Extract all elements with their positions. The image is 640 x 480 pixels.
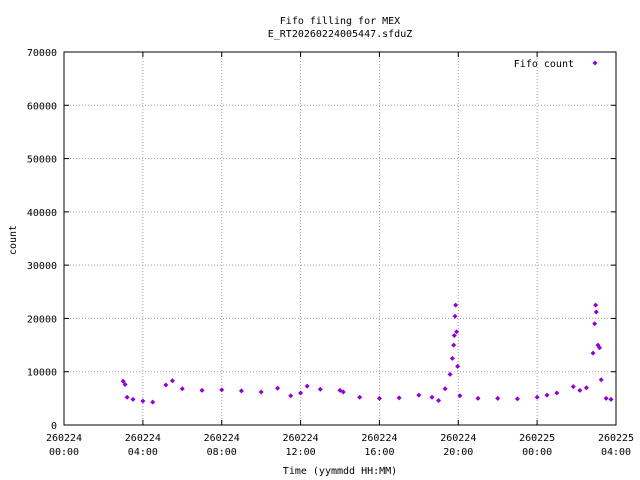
- data-point: [238, 388, 244, 394]
- legend: Fifo count: [514, 59, 598, 70]
- data-point: [593, 309, 599, 315]
- grid: [64, 52, 616, 425]
- x-tick-label-date: 260224: [204, 433, 240, 444]
- y-tick-label: 10000: [27, 368, 57, 379]
- y-tick-label: 30000: [27, 261, 57, 272]
- data-point: [258, 389, 264, 395]
- data-point: [219, 387, 225, 393]
- data-point: [453, 302, 459, 308]
- y-tick-label: 40000: [27, 208, 57, 219]
- x-tick-label-date: 260224: [361, 433, 397, 444]
- data-point: [451, 332, 457, 338]
- data-point: [608, 396, 614, 402]
- data-point: [199, 387, 205, 393]
- x-tick-label-time: 08:00: [207, 447, 237, 458]
- data-point: [163, 382, 169, 388]
- data-point: [449, 355, 455, 361]
- data-point: [179, 386, 185, 392]
- data-point: [396, 395, 402, 401]
- chart-title: Fifo filling for MEX: [280, 16, 400, 27]
- data-point: [275, 385, 281, 391]
- data-point: [457, 393, 463, 399]
- data-point: [429, 394, 435, 400]
- data-point: [376, 395, 382, 401]
- data-point: [140, 398, 146, 404]
- data-point: [475, 395, 481, 401]
- data-point: [340, 389, 346, 395]
- x-tick-label-time: 04:00: [601, 447, 631, 458]
- data-point: [304, 383, 310, 389]
- data-point: [452, 313, 458, 319]
- data-point: [288, 393, 294, 399]
- x-tick-label-date: 260225: [598, 433, 634, 444]
- data-point: [570, 384, 576, 390]
- data-point: [169, 378, 175, 384]
- y-tick-label: 70000: [27, 48, 57, 59]
- y-tick-label: 50000: [27, 155, 57, 166]
- data-point: [120, 378, 126, 384]
- x-tick-label-time: 12:00: [286, 447, 316, 458]
- data-point: [495, 395, 501, 401]
- x-tick-label-time: 00:00: [522, 447, 552, 458]
- data-point: [583, 385, 589, 391]
- legend-label: Fifo count: [514, 59, 574, 70]
- y-tick-label: 20000: [27, 314, 57, 325]
- data-point: [122, 382, 128, 388]
- data-point: [357, 394, 363, 400]
- y-tick-label: 0: [51, 421, 57, 432]
- data-point: [597, 345, 603, 351]
- legend-marker: [592, 60, 598, 66]
- x-tick-label-time: 04:00: [128, 447, 158, 458]
- y-axis-label: count: [8, 225, 19, 255]
- data-point: [454, 329, 460, 335]
- data-point: [598, 377, 604, 383]
- chart-subtitle: E_RT20260224005447.sfduZ: [268, 29, 413, 40]
- data-point: [455, 363, 461, 369]
- x-tick-label-date: 260224: [283, 433, 319, 444]
- data-point: [317, 386, 323, 392]
- x-tick-label-date: 260224: [46, 433, 82, 444]
- data-point: [416, 392, 422, 398]
- data-point: [593, 302, 599, 308]
- data-point: [447, 371, 453, 377]
- data-point: [590, 350, 596, 356]
- data-point: [451, 342, 457, 348]
- data-point: [577, 387, 583, 393]
- plot-frame: [63, 51, 617, 426]
- data-point: [544, 392, 550, 398]
- data-point: [150, 399, 156, 405]
- data-point: [514, 396, 520, 402]
- x-tick-label-time: 20:00: [443, 447, 473, 458]
- x-tick-label-date: 260224: [440, 433, 476, 444]
- y-tick-label: 60000: [27, 101, 57, 112]
- x-tick-label-date: 260225: [519, 433, 555, 444]
- data-point: [124, 394, 130, 400]
- x-tick-label-time: 00:00: [49, 447, 79, 458]
- x-tick-label-time: 16:00: [364, 447, 394, 458]
- data-point: [130, 396, 136, 402]
- data-points: [120, 302, 614, 405]
- data-point: [534, 394, 540, 400]
- x-axis-ticks: 260224 00:00 260224 04:00 260224 08:00 260224 1…: [46, 52, 634, 458]
- data-point: [603, 395, 609, 401]
- data-point: [554, 390, 560, 396]
- x-axis-label: Time (yymmdd HH:MM): [283, 466, 397, 477]
- data-point: [298, 390, 304, 396]
- x-tick-label-date: 260224: [125, 433, 161, 444]
- data-point: [436, 397, 442, 403]
- data-point: [442, 386, 448, 392]
- data-point: [592, 321, 598, 327]
